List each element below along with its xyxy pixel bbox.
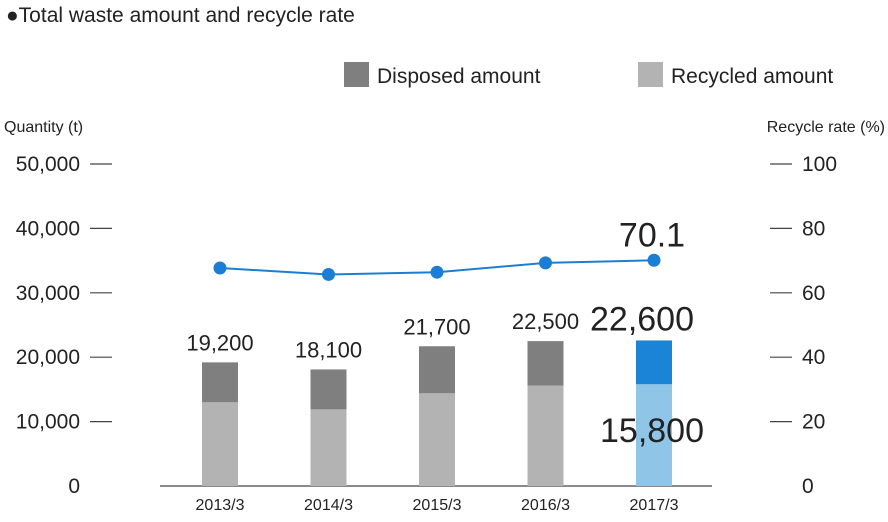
total-label: 22,500 xyxy=(512,309,579,334)
y-tick-label: 30,000 xyxy=(16,282,80,305)
bar-recycled-2013-3 xyxy=(202,402,238,486)
legend-label-disposed: Disposed amount xyxy=(377,65,541,88)
bar-recycled-2017-3 xyxy=(636,384,672,486)
y2-tick-label: 80 xyxy=(802,217,825,240)
legend-swatch-disposed xyxy=(344,62,369,87)
x-tick-label: 2015/3 xyxy=(413,497,462,514)
x-tick-label: 2016/3 xyxy=(521,497,570,514)
legend-swatch-recycled xyxy=(638,62,663,87)
x-tick-label: 2014/3 xyxy=(304,497,353,514)
bar-disposed-2015-3 xyxy=(419,346,455,394)
y-tick-label: 10,000 xyxy=(16,411,80,434)
bar-recycled-2016-3 xyxy=(527,385,564,486)
recycle-rate-point xyxy=(430,265,444,279)
bar-recycled-2015-3 xyxy=(419,393,455,486)
legend-label-recycled: Recycled amount xyxy=(671,65,833,88)
total-label: 22,600 xyxy=(590,300,694,338)
recycle-rate-point xyxy=(647,253,661,267)
recycle-rate-point xyxy=(539,256,552,270)
y-axis-title: Quantity (t) xyxy=(4,119,83,136)
y-tick-label: 0 xyxy=(68,475,80,498)
total-label: 18,100 xyxy=(295,337,362,362)
recycled-highlight-label: 15,800 xyxy=(600,412,704,450)
y-tick-label: 40,000 xyxy=(16,217,80,240)
bar-disposed-2013-3 xyxy=(202,362,238,403)
recycle-rate-point xyxy=(322,267,335,281)
y2-tick-label: 60 xyxy=(802,282,825,305)
total-label: 19,200 xyxy=(186,330,253,355)
y2-tick-label: 0 xyxy=(802,475,814,498)
y-tick-label: 20,000 xyxy=(16,346,80,369)
y2-axis-title: Recycle rate (%) xyxy=(767,119,885,136)
y2-tick-label: 40 xyxy=(802,346,825,369)
y2-tick-label: 100 xyxy=(802,153,837,176)
bar-disposed-2016-3 xyxy=(527,341,564,386)
total-label: 21,700 xyxy=(403,314,470,339)
x-tick-label: 2013/3 xyxy=(196,497,245,514)
bar-disposed-2014-3 xyxy=(310,369,347,410)
chart-title: ●Total waste amount and recycle rate xyxy=(6,4,355,27)
recycle-rate-point xyxy=(213,261,227,275)
y-tick-label: 50,000 xyxy=(16,153,80,176)
x-tick-label: 2017/3 xyxy=(630,497,679,514)
bar-recycled-2014-3 xyxy=(310,409,347,486)
bar-disposed-2017-3 xyxy=(636,340,672,385)
recycle-rate-label: 70.1 xyxy=(619,216,685,254)
y2-tick-label: 20 xyxy=(802,411,825,434)
